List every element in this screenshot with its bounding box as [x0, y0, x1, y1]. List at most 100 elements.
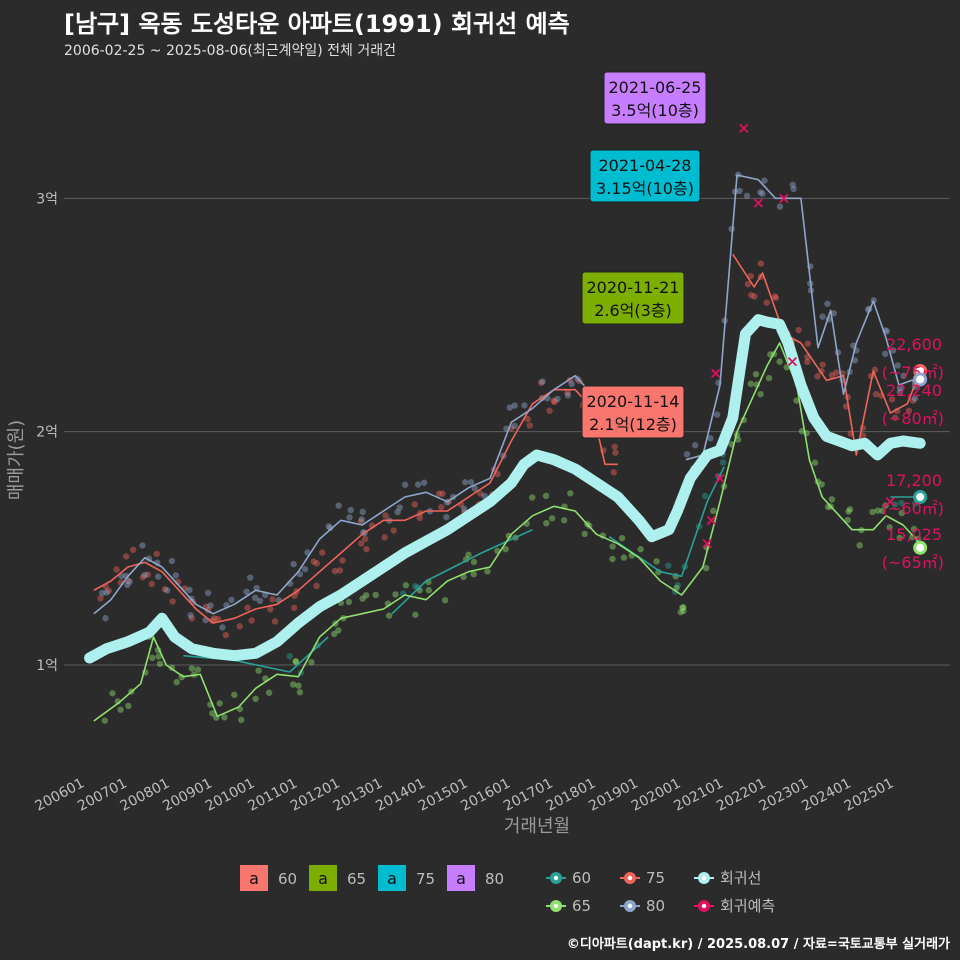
scatter-point	[441, 597, 449, 604]
callout-2020-11-21: 2020-11-21 2.6억(3층)	[581, 271, 685, 325]
legend-fill-80: a 80	[447, 865, 504, 891]
scatter-point	[109, 690, 116, 697]
scatter-point	[173, 678, 180, 686]
scatter-point	[247, 574, 254, 581]
scatter-point	[618, 534, 626, 542]
scatter-point	[236, 623, 243, 630]
scatter-point	[252, 695, 259, 703]
scatter-point	[728, 225, 735, 233]
scatter-point	[292, 657, 300, 665]
series-line-80	[93, 174, 921, 615]
scatter-point	[210, 615, 218, 622]
end-area: (~60㎡)	[882, 499, 944, 518]
legend-key: a	[387, 869, 397, 888]
scatter-point	[911, 395, 919, 402]
legend-key: a	[249, 869, 259, 888]
scatter-point	[551, 398, 558, 406]
scatter-point	[335, 502, 342, 509]
scatter-point	[296, 689, 304, 696]
scatter-point	[761, 177, 768, 184]
forecast-marker	[715, 473, 725, 483]
scatter-point	[845, 508, 852, 515]
scatter-point	[267, 606, 274, 613]
scatter-point	[609, 543, 616, 550]
legend-fill-65: a 65	[309, 865, 366, 891]
end-area: (~80㎡)	[882, 409, 944, 428]
scatter-point	[461, 479, 469, 486]
y-tick-label: 1억	[36, 658, 58, 674]
scatter-point	[757, 260, 765, 267]
legend-line-회귀예측: 회귀예측	[694, 897, 775, 915]
scatter-point	[251, 594, 259, 602]
scatter-point	[313, 560, 320, 567]
y-tick-label: 2억	[36, 425, 58, 441]
scatter-point	[883, 328, 891, 335]
scatter-point	[357, 518, 365, 525]
scatter-point	[313, 582, 320, 590]
scatter-point	[117, 706, 124, 713]
end-point	[913, 540, 928, 555]
scatter-point	[719, 459, 727, 466]
legend-swatch	[447, 865, 475, 891]
scatter-point	[896, 388, 904, 396]
scatter-point	[526, 422, 533, 429]
end-value: 22,600	[886, 335, 942, 354]
scatter-point	[734, 436, 742, 443]
scatter-point	[327, 524, 334, 532]
scatter-point	[653, 558, 660, 565]
end-point	[913, 490, 928, 504]
legend-swatch	[240, 865, 268, 891]
scatter-point	[465, 551, 472, 558]
scatter-point	[214, 615, 222, 623]
callout-value: 2.6억(3층)	[594, 301, 672, 320]
scatter-point	[163, 587, 171, 594]
forecast-marker	[706, 515, 717, 525]
scatter-point	[290, 560, 297, 568]
chart-title: [남구] 옥동 도성타운 아파트(1991) 회귀선 예측	[64, 10, 570, 38]
scatter-point	[484, 568, 491, 575]
scatter-point	[793, 397, 800, 404]
scatter-point	[763, 299, 770, 306]
scatter-point	[471, 485, 478, 492]
scatter-point	[674, 581, 681, 589]
scatter-point	[811, 459, 819, 466]
scatter-point	[702, 492, 709, 500]
legend-label: 60	[278, 870, 297, 888]
scatter-point	[548, 515, 556, 522]
series-layer	[84, 123, 926, 722]
scatter-point	[564, 389, 571, 396]
callout-value: 2.1억(12층)	[589, 415, 677, 434]
scatter-point	[231, 691, 238, 699]
scatter-point	[155, 653, 162, 660]
scatter-point	[122, 553, 130, 560]
scatter-point	[438, 503, 445, 511]
end-value: 22,240	[886, 381, 942, 400]
scatter-point	[900, 372, 907, 380]
scatter-point	[567, 490, 574, 497]
scatter-point	[401, 481, 409, 488]
forecast-marker	[753, 198, 763, 208]
scatter-point	[361, 535, 369, 543]
legend-label: 80	[485, 870, 504, 888]
scatter-point	[771, 293, 779, 300]
scatter-point	[529, 494, 536, 501]
scatter-point	[905, 407, 913, 414]
scatter-point	[610, 469, 618, 476]
scatter-point	[665, 562, 672, 569]
callout-value: 3.5억(10층)	[611, 101, 699, 120]
scatter-point	[228, 596, 235, 604]
callout-box	[603, 71, 707, 125]
scatter-point	[891, 414, 899, 421]
series-line-65	[93, 342, 921, 722]
scatter-point	[891, 501, 899, 508]
scatter-point	[856, 542, 863, 549]
callout-date: 2021-06-25	[609, 78, 702, 97]
scatter-point	[139, 542, 146, 549]
legend-label: 60	[572, 869, 591, 887]
scatter-point	[881, 350, 889, 358]
legend-dot-center	[627, 903, 633, 909]
scatter-point	[188, 615, 196, 622]
scatter-point	[381, 534, 388, 541]
scatter-point	[752, 370, 760, 378]
scatter-point	[680, 607, 687, 615]
